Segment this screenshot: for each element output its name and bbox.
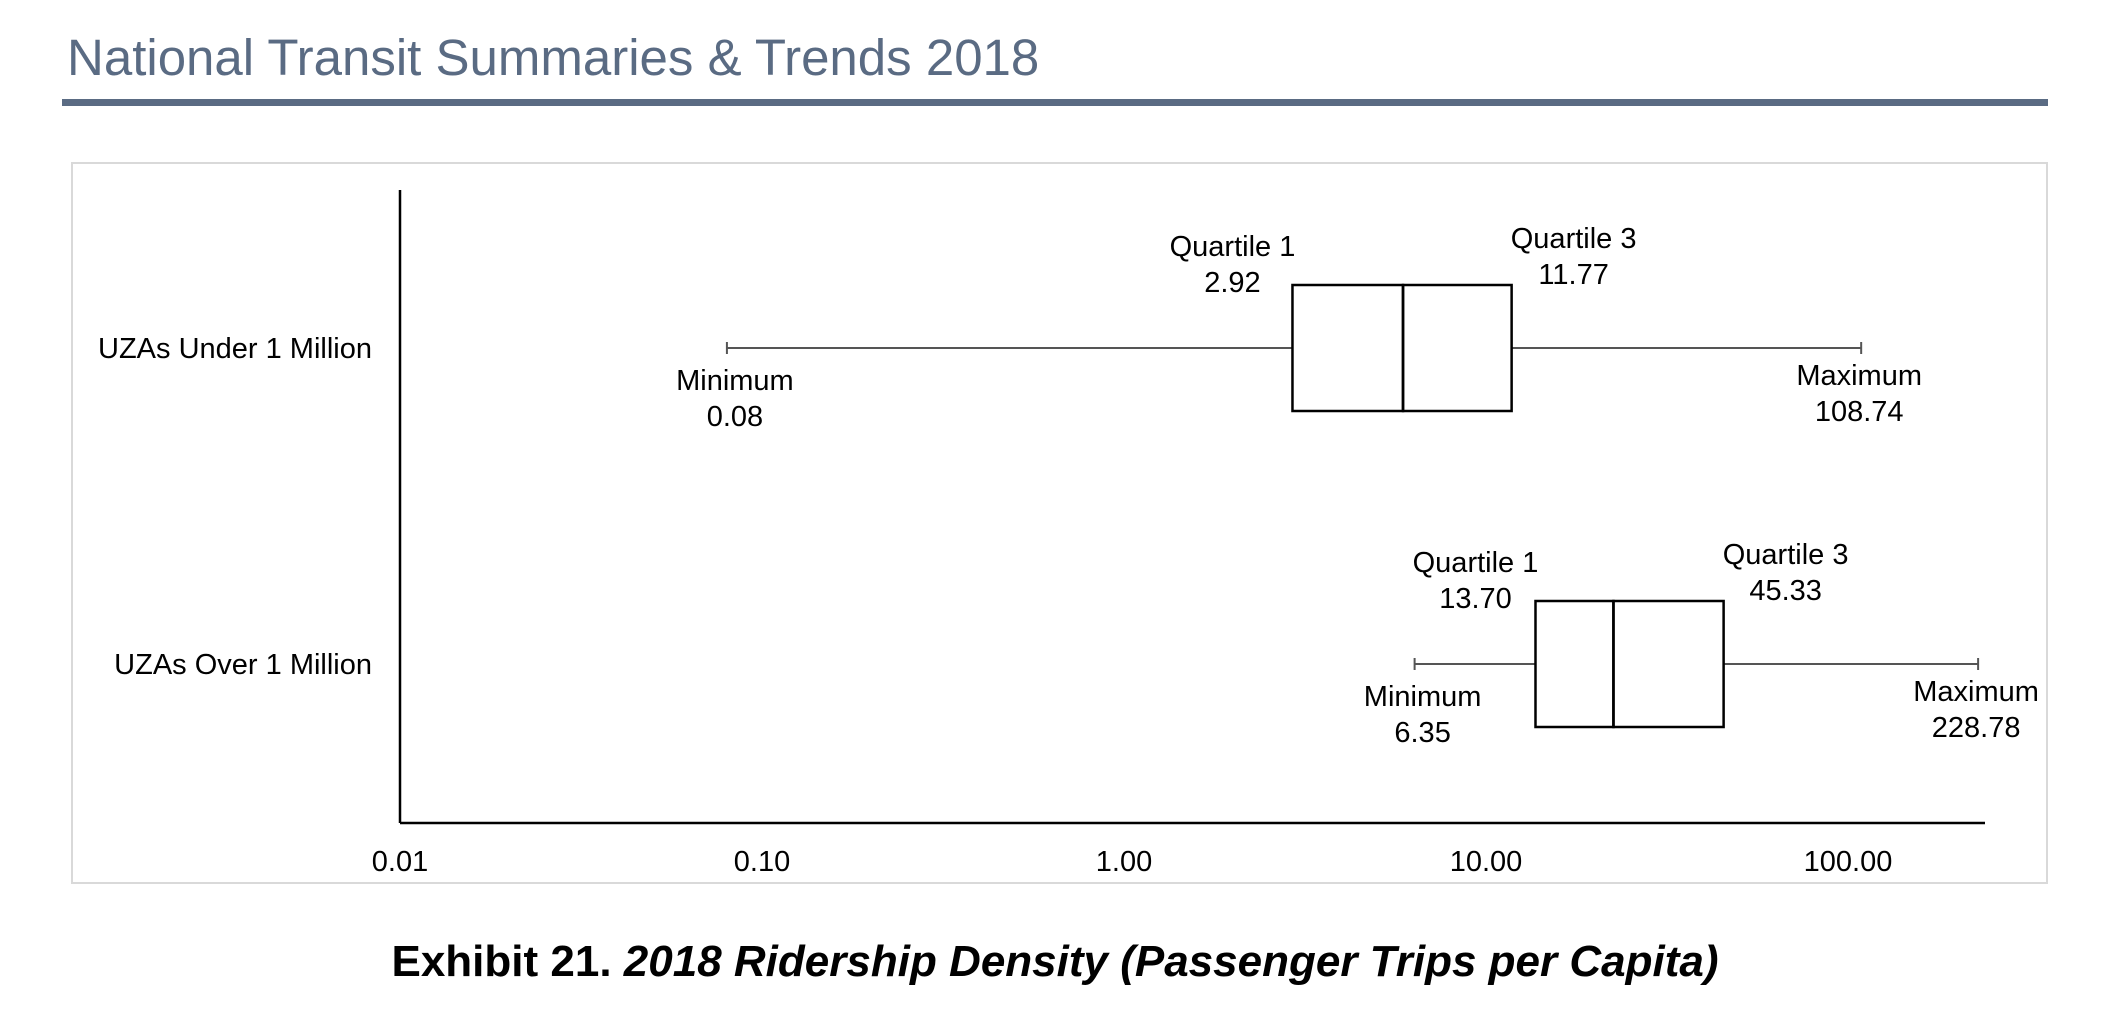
page-title: National Transit Summaries & Trends 2018 (67, 29, 1040, 86)
box-upper-half (1612, 599, 1725, 729)
x-tick-label: 100.00 (1804, 846, 1893, 878)
min-label-title: Minimum (676, 365, 794, 397)
max-label-title: Maximum (1796, 360, 1922, 392)
exhibit-label: Exhibit 21. (391, 937, 612, 986)
max-label-value: 108.74 (1815, 396, 1904, 428)
box-upper-half (1401, 283, 1513, 413)
q1-label-title: Quartile 1 (1170, 231, 1296, 263)
chart-plot-area: 0.01 0.10 1.00 10.00 100.00 UZAs Under 1 Mill… (98, 190, 2039, 878)
q1-label-value: 2.92 (1204, 267, 1260, 299)
q3-label-title: Quartile 3 (1723, 539, 1849, 571)
box-lower-half (1291, 283, 1405, 413)
box-lower-half (1534, 599, 1615, 729)
x-tick-label: 0.10 (734, 846, 790, 878)
q3-label-value: 11.77 (1538, 259, 1608, 291)
category-label: UZAs Under 1 Million (98, 333, 372, 365)
x-tick-label: 0.01 (372, 846, 428, 878)
q1-label-value: 13.70 (1439, 583, 1512, 615)
category-label: UZAs Over 1 Million (114, 649, 372, 681)
exhibit-caption: Exhibit 21. 2018 Ridership Density (Pass… (0, 936, 2110, 988)
q3-label-value: 45.33 (1749, 575, 1822, 607)
q3-label-title: Quartile 3 (1511, 223, 1637, 255)
min-label-value: 6.35 (1394, 717, 1450, 749)
min-label-value: 0.08 (707, 401, 763, 433)
header-divider (62, 99, 2048, 106)
chart-frame (71, 162, 2048, 884)
x-tick-label: 10.00 (1450, 846, 1523, 878)
x-tick-label: 1.00 (1096, 846, 1152, 878)
max-label-value: 228.78 (1932, 712, 2021, 744)
exhibit-title: 2018 Ridership Density (Passenger Trips … (623, 937, 1719, 986)
min-label-title: Minimum (1364, 681, 1482, 713)
max-label-title: Maximum (1913, 676, 2039, 708)
q1-label-title: Quartile 1 (1413, 547, 1539, 579)
